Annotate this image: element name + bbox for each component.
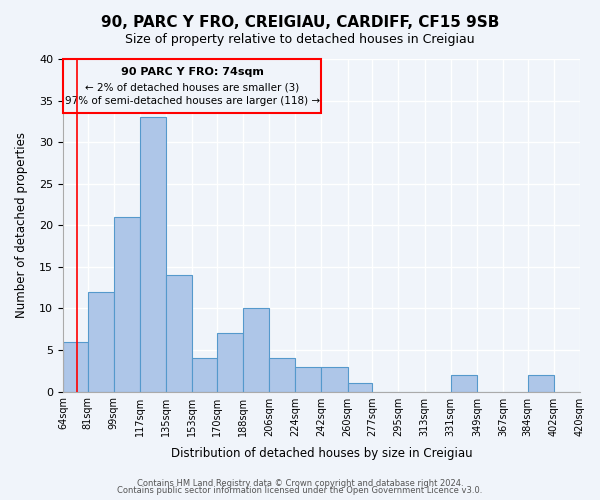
Bar [88, 292, 114, 392]
Bar [347, 383, 373, 392]
Bar [243, 308, 269, 392]
Bar [166, 275, 192, 392]
Bar [269, 358, 295, 392]
Text: Contains HM Land Registry data © Crown copyright and database right 2024.: Contains HM Land Registry data © Crown c… [137, 478, 463, 488]
Y-axis label: Number of detached properties: Number of detached properties [15, 132, 28, 318]
FancyBboxPatch shape [63, 59, 322, 113]
Bar [114, 217, 140, 392]
Text: Contains public sector information licensed under the Open Government Licence v3: Contains public sector information licen… [118, 486, 482, 495]
Bar [322, 366, 347, 392]
Bar [295, 366, 322, 392]
Bar [192, 358, 217, 392]
Bar [63, 342, 88, 392]
Bar [528, 375, 554, 392]
X-axis label: Distribution of detached houses by size in Creigiau: Distribution of detached houses by size … [170, 447, 472, 460]
Text: 97% of semi-detached houses are larger (118) →: 97% of semi-detached houses are larger (… [65, 96, 320, 106]
Text: 90, PARC Y FRO, CREIGIAU, CARDIFF, CF15 9SB: 90, PARC Y FRO, CREIGIAU, CARDIFF, CF15 … [101, 15, 499, 30]
Bar [451, 375, 477, 392]
Text: Size of property relative to detached houses in Creigiau: Size of property relative to detached ho… [125, 32, 475, 46]
Text: 90 PARC Y FRO: 74sqm: 90 PARC Y FRO: 74sqm [121, 68, 263, 78]
Text: ← 2% of detached houses are smaller (3): ← 2% of detached houses are smaller (3) [85, 82, 299, 92]
Bar [217, 334, 243, 392]
Bar [140, 117, 166, 392]
